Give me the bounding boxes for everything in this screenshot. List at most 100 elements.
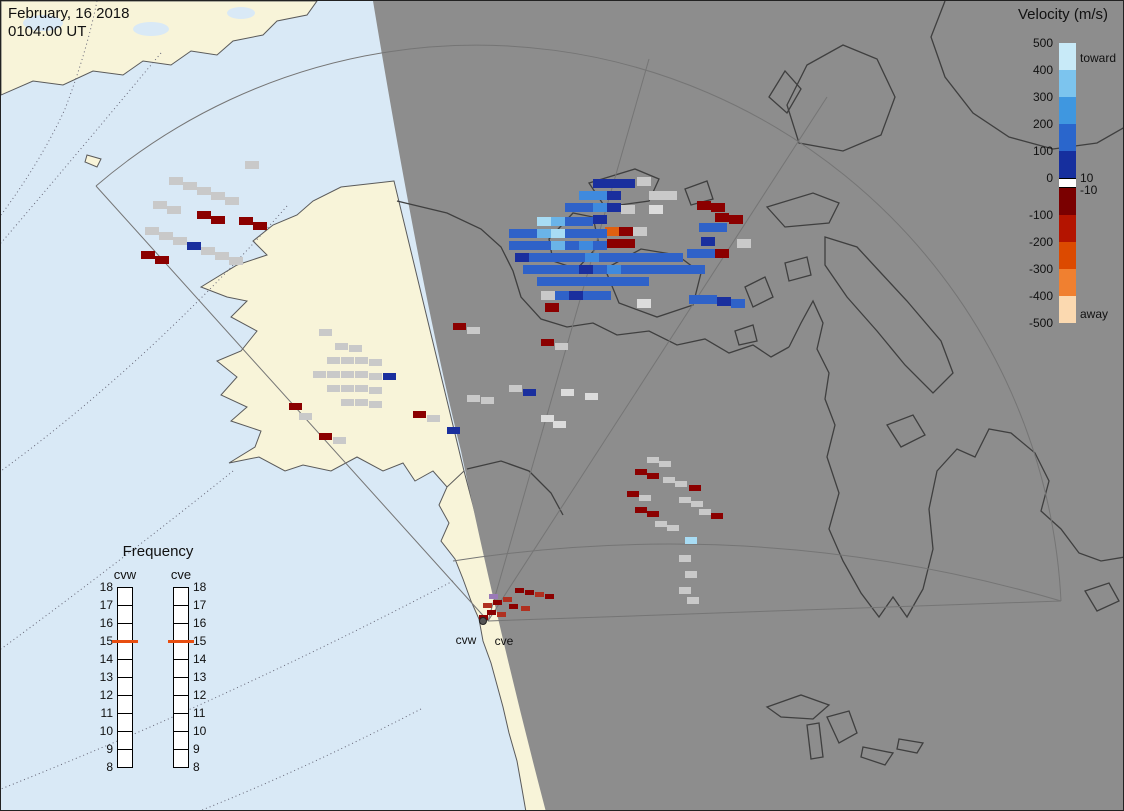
radar-echo-cell: [599, 253, 613, 262]
frequency-column-header: cve: [170, 567, 192, 582]
frequency-scale-cell: [117, 659, 133, 678]
lake-michigan: [806, 722, 824, 760]
radar-echo-cell: [565, 277, 579, 286]
radar-echo-cell: [593, 203, 607, 212]
radar-echo-cell: [593, 277, 607, 286]
radar-echo-cell: [679, 587, 691, 594]
island-baffin: [824, 236, 954, 394]
radar-echo-cell: [369, 373, 382, 380]
radar-echo-cell: [211, 216, 225, 224]
radar-echo-cell: [289, 403, 302, 410]
radar-echo-cell: [153, 201, 167, 209]
radar-echo-cell: [159, 232, 173, 240]
lake-ontario: [896, 738, 925, 754]
radar-echo-cell: [543, 253, 557, 262]
velocity-gap-tick-label: -10: [1080, 183, 1098, 197]
lake-huron: [826, 710, 858, 744]
radar-echo-cell: [607, 179, 621, 188]
radar-echo-cell: [689, 295, 703, 304]
velocity-tick-label: 300: [1032, 90, 1053, 104]
lake-superior: [765, 694, 831, 720]
radar-echo-cell: [607, 265, 621, 274]
radar-echo-cell: [521, 606, 530, 611]
island-bathurst: [684, 180, 714, 206]
frequency-tick-label: 9: [106, 742, 113, 756]
radar-echo-cell: [685, 537, 697, 544]
velocity-colorbar-segment: [1059, 97, 1076, 124]
island-prince-of-wales: [744, 276, 774, 308]
radar-echo-cell: [649, 265, 663, 274]
frequency-column-header: cvw: [113, 567, 137, 582]
radar-echo-cell: [167, 206, 181, 214]
radar-echo-cell: [663, 265, 677, 274]
radar-echo-cell: [635, 507, 647, 513]
radar-echo-cell: [627, 253, 641, 262]
radar-echo-cell: [713, 223, 727, 232]
radar-echo-cell: [349, 345, 362, 352]
velocity-gap-tick-label: 10: [1080, 171, 1094, 185]
radar-echo-cell: [483, 603, 492, 608]
radar-echo-cell: [551, 265, 565, 274]
radar-echo-cell: [571, 253, 585, 262]
island-victoria: [604, 248, 702, 318]
radar-echo-cell: [503, 597, 512, 602]
velocity-colorbar-segment: [1059, 215, 1076, 242]
radar-echo-cell: [593, 191, 607, 200]
island-southampton: [886, 414, 926, 448]
velocity-colorbar-segment: [1059, 43, 1076, 70]
coastline-chukotka: [1, 1, 318, 96]
radar-echo-cell: [515, 588, 524, 593]
radar-echo-cell: [327, 371, 340, 378]
frequency-scale-cell: [173, 641, 189, 660]
island-newfoundland: [1084, 582, 1120, 612]
frequency-scale-cell: [173, 605, 189, 624]
radar-echo-cell: [509, 385, 522, 392]
radar-label-cvw: cvw: [455, 633, 477, 647]
radar-echo-cell: [689, 485, 701, 491]
frequency-legend: Frequency cvw 18 17 16 15 14 13 12 11 10 9 8 cve 18 17…: [89, 543, 229, 783]
radar-echo-cell: [327, 385, 340, 392]
radar-echo-cell: [319, 329, 332, 336]
radar-echo-cell: [369, 359, 382, 366]
radar-echo-cell: [201, 247, 215, 255]
velocity-away-label: away: [1080, 307, 1109, 321]
radar-echo-cell: [541, 339, 554, 346]
frequency-tick-label: 14: [193, 652, 207, 666]
radar-echo-cell: [253, 222, 267, 230]
frequency-tick-label: 17: [99, 598, 113, 612]
radar-echo-cell: [585, 253, 599, 262]
radar-echo-cell: [369, 387, 382, 394]
radar-echo-cell: [525, 590, 534, 595]
radar-echo-cell: [715, 213, 729, 222]
radar-echo-cell: [551, 217, 565, 226]
velocity-tick-label: 400: [1032, 63, 1053, 77]
frequency-tick-label: 13: [99, 670, 113, 684]
frequency-tick-label: 12: [99, 688, 113, 702]
frequency-tick-label: 16: [99, 616, 113, 630]
radar-echo-cell: [493, 600, 502, 605]
radar-echo-cell: [551, 277, 565, 286]
radar-echo-cell: [677, 265, 691, 274]
radar-echo-cell: [197, 211, 211, 219]
radar-echo-cell: [537, 217, 551, 226]
radar-echo-cell: [699, 509, 711, 515]
radar-echo-cell: [509, 604, 518, 609]
radar-echo-cell: [523, 389, 536, 396]
radar-echo-cell: [647, 457, 659, 463]
radar-echo-cell: [447, 427, 460, 434]
radar-echo-cell: [215, 252, 229, 260]
radar-echo-cell: [579, 229, 593, 238]
radar-echo-cell: [335, 343, 348, 350]
radar-echo-cell: [341, 385, 354, 392]
velocity-tick-label: 500: [1032, 36, 1053, 50]
radar-echo-cell: [557, 253, 571, 262]
radar-echo-cell: [355, 371, 368, 378]
radar-echo-cell: [635, 265, 649, 274]
velocity-tick-label: 0: [1046, 171, 1053, 185]
radar-echo-cell: [565, 229, 579, 238]
time-text: 0104:00 UT: [8, 23, 87, 40]
night-shadow-overlay: [373, 1, 1123, 810]
frequency-marker: [168, 640, 194, 643]
chukotka-lagoons: [23, 7, 255, 36]
radar-echo-cell: [537, 241, 551, 250]
